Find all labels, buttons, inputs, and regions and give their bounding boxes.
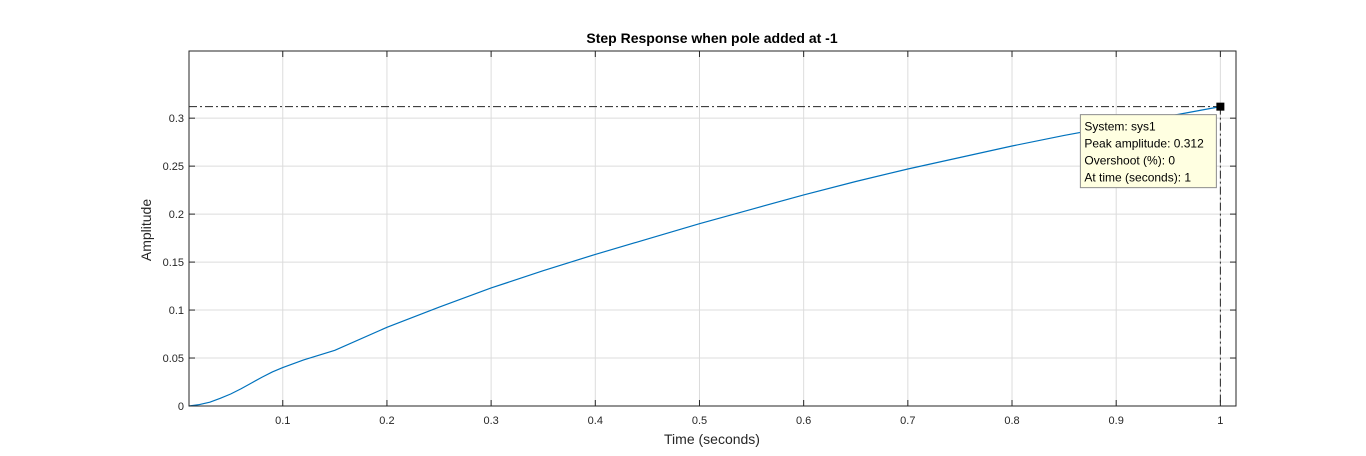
data-tip-system: System: sys1 — [1084, 120, 1156, 134]
x-tick-label: 0.8 — [1004, 415, 1019, 427]
x-tick-label: 0.2 — [379, 415, 394, 427]
x-tick-label: 0.4 — [588, 415, 603, 427]
x-tick-label: 0.7 — [900, 415, 915, 427]
y-tick-label: 0.1 — [169, 305, 184, 317]
x-tick-label: 0.9 — [1109, 415, 1124, 427]
x-tick-label: 0.6 — [796, 415, 811, 427]
y-tick-label: 0.3 — [169, 113, 184, 125]
data-tip-peak-amplitude: Peak amplitude: 0.312 — [1084, 137, 1204, 151]
series-line — [188, 106, 1221, 407]
data-tip-time: At time (seconds): 1 — [1084, 171, 1191, 185]
peak-marker[interactable] — [1216, 102, 1225, 111]
y-tick-label: 0.15 — [163, 257, 184, 269]
y-axis-label: Amplitude — [138, 199, 154, 261]
data-tip[interactable]: System: sys1 Peak amplitude: 0.312 Overs… — [1079, 114, 1217, 189]
chart-title: Step Response when pole added at -1 — [586, 30, 837, 46]
plot-frame — [188, 50, 1237, 407]
x-tick-label: 1 — [1217, 415, 1223, 427]
data-tip-box — [1079, 114, 1217, 189]
y-tick-label: 0.05 — [163, 353, 184, 365]
x-tick-label: 0.3 — [483, 415, 498, 427]
y-tick-label: 0 — [178, 401, 184, 413]
x-tick-labels: 0.1 0.2 0.3 0.4 0.5 0.6 0.7 0.8 0.9 1 — [275, 415, 1223, 427]
y-tick-label: 0.2 — [169, 209, 184, 221]
y-tick-label: 0.25 — [163, 161, 184, 173]
x-axis-label: Time (seconds) — [664, 431, 760, 447]
data-tip-overshoot: Overshoot (%): 0 — [1084, 154, 1175, 168]
x-tick-label: 0.1 — [275, 415, 290, 427]
plot-background — [189, 51, 1236, 406]
y-tick-labels: 0 0.05 0.1 0.15 0.2 0.25 0.3 — [163, 113, 184, 413]
x-tick-label: 0.5 — [692, 415, 707, 427]
